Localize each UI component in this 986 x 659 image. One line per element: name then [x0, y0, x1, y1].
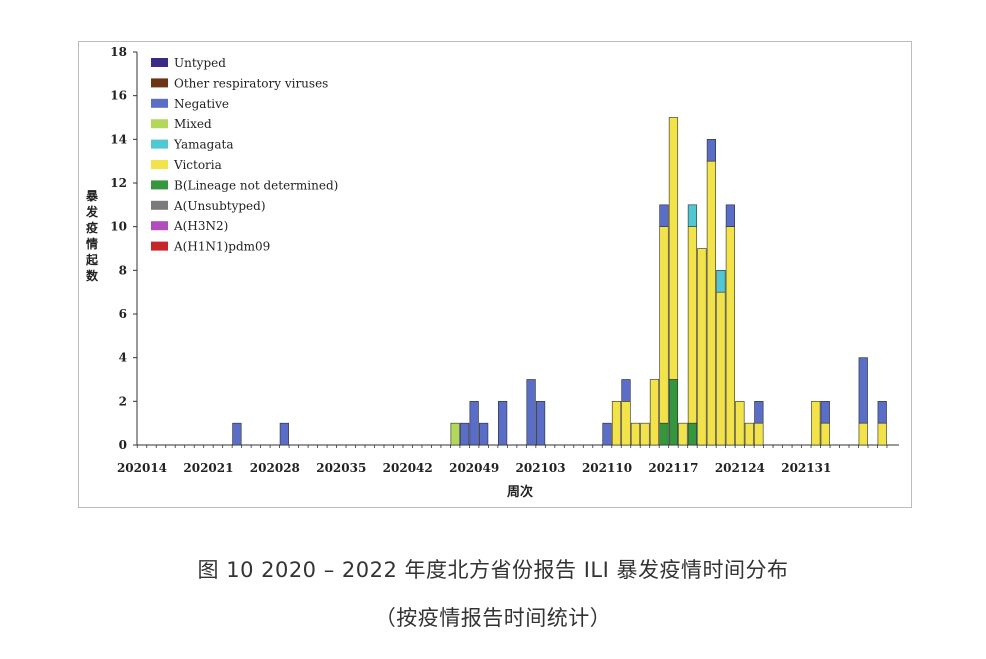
legend-label: Victoria [173, 158, 222, 172]
bar-segment [697, 248, 707, 446]
bar-segment [716, 291, 726, 446]
bar-segment [659, 204, 669, 227]
bar-segment [858, 422, 868, 446]
bar-segment [526, 379, 536, 446]
legend-swatch [151, 139, 168, 149]
bar-segment [621, 401, 631, 446]
x-tick-label: 202014 [117, 461, 167, 475]
legend-swatch [151, 58, 168, 67]
bar-segment [716, 270, 726, 293]
bar-segment [668, 379, 679, 446]
figure-caption-subtitle: （按疫情报告时间统计） [374, 606, 612, 630]
legend-label: Mixed [174, 117, 212, 131]
bar-segment [611, 401, 622, 446]
bar-segment [668, 117, 679, 380]
bar-segment [754, 401, 764, 424]
figure-caption-title: 图 10 2020 – 2022 年度北方省份报告 ILI 暴发疫情时间分布 [197, 558, 789, 582]
legend-label: A(H1N1)pdm09 [173, 240, 270, 254]
x-tick-label: 202124 [715, 461, 765, 475]
legend-label: Untyped [174, 56, 226, 70]
legend-swatch [151, 78, 168, 88]
y-tick-label: 10 [110, 220, 127, 234]
x-tick-label: 202028 [250, 461, 300, 475]
legend-swatch [151, 160, 168, 169]
bar-segment [754, 422, 764, 446]
bar-segment [858, 357, 868, 424]
bar-segment [649, 379, 660, 446]
bar-segment [602, 422, 612, 446]
y-tick-label: 2 [119, 394, 127, 408]
legend-label: Other respiratory viruses [174, 76, 328, 90]
bar-segment [687, 204, 698, 227]
y-tick-label: 14 [110, 132, 127, 146]
bar-segment [498, 401, 508, 446]
y-tick-label: 16 [110, 89, 127, 103]
bar-segment [460, 422, 470, 446]
y-tick-label: 8 [119, 263, 127, 277]
bar-segment [687, 226, 698, 424]
x-tick-label: 202035 [316, 461, 366, 475]
bar-segment [706, 139, 716, 162]
legend-swatch [151, 200, 168, 210]
y-tick-label: 18 [110, 45, 127, 59]
y-axis-label: 暴发疫情起数 [85, 189, 99, 283]
x-tick-label: 202110 [582, 461, 632, 475]
y-tick-label: 6 [119, 307, 127, 321]
chart-frame: 0 2 4 6 8 10 12 14 16 18 暴发疫情起数 202014 202021 202028 2… [78, 41, 912, 508]
legend-label: Negative [174, 97, 229, 111]
y-tick-label: 12 [110, 176, 127, 190]
bar-segment [621, 379, 631, 402]
bar-segment [725, 204, 735, 227]
legend-label: A(Unsubtyped) [173, 199, 266, 213]
bar-segment [640, 422, 650, 446]
outbreak-chart: 0 2 4 6 8 10 12 14 16 18 暴发疫情起数 202014 202021 202028 2… [85, 45, 899, 500]
x-tick-label: 202049 [449, 461, 499, 475]
bar-segment [479, 422, 489, 446]
x-tick-label: 202131 [781, 461, 831, 475]
x-tick-label: 202103 [516, 461, 566, 475]
x-axis-label: 周次 [507, 484, 533, 500]
bar-segment [232, 422, 242, 446]
legend-swatch [151, 180, 168, 190]
bar-segment [450, 422, 460, 446]
bar-segment [535, 401, 546, 446]
y-tick-label: 0 [119, 438, 127, 452]
bar-segment [877, 401, 887, 424]
legend-label: B(Lineage not determined) [174, 178, 338, 192]
legend-swatch [151, 221, 168, 231]
bar-segment [630, 422, 641, 446]
bar-segment [659, 226, 669, 424]
y-tick-label: 4 [119, 351, 127, 365]
x-tick-label: 202117 [648, 461, 698, 475]
bar-segment [877, 422, 887, 446]
bar-segment [735, 401, 745, 446]
bar-segment [744, 422, 754, 446]
legend-label: Yamagata [173, 138, 234, 152]
x-tick-label: 202042 [383, 461, 433, 475]
bar-segment [725, 226, 735, 446]
legend-label: A(H3N2) [173, 219, 228, 233]
bar-segment [706, 160, 716, 446]
legend-swatch [151, 98, 168, 108]
bar-segment [820, 401, 830, 424]
bar-segment [659, 422, 669, 446]
bar-segment [811, 401, 821, 446]
bar-segment [687, 422, 698, 446]
bar-segment [469, 401, 479, 446]
bar-segment [279, 422, 289, 446]
bar-segment [678, 422, 688, 446]
x-tick-label: 202021 [183, 461, 233, 475]
bar-segment [820, 422, 830, 446]
legend-swatch [151, 119, 168, 129]
legend-swatch [151, 241, 168, 251]
